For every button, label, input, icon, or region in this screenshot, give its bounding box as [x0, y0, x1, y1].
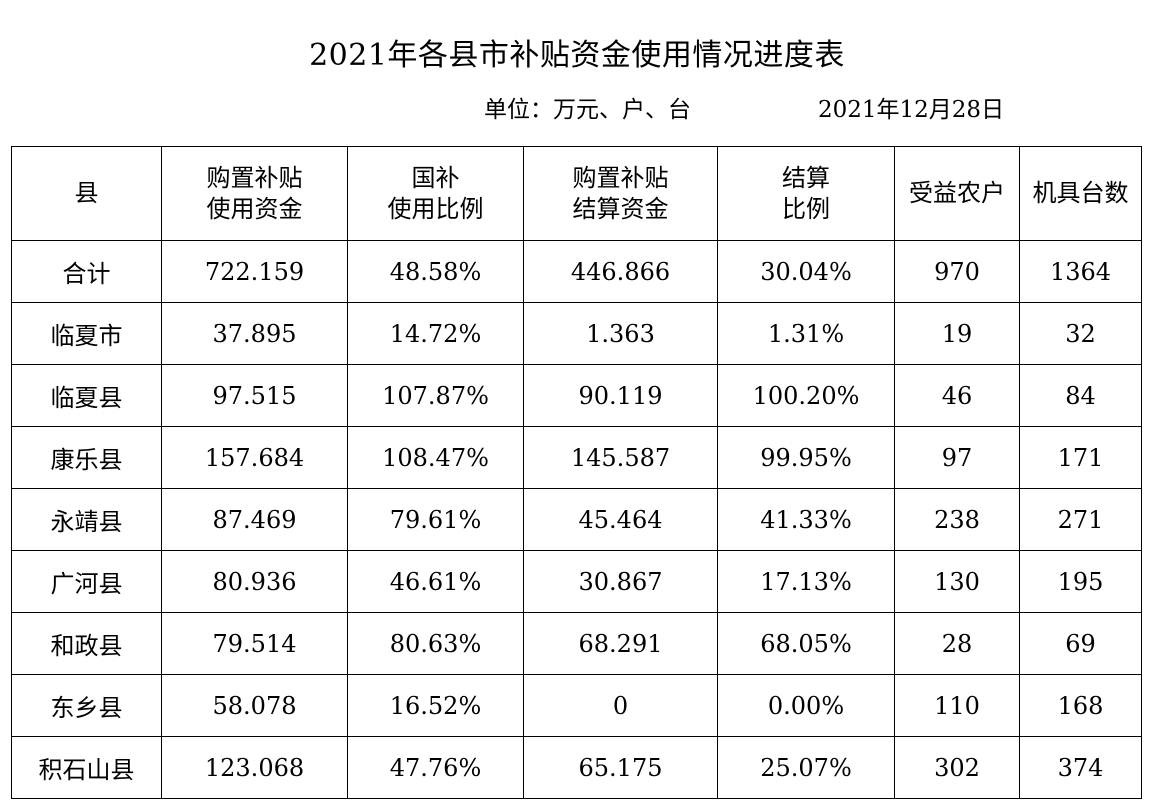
cell-settlement-ratio: 0.00% [717, 674, 895, 737]
cell-national-ratio: 108.47% [347, 426, 524, 489]
cell-subsidy-used: 157.684 [161, 426, 348, 489]
header-machine-count: 机具台数 [1019, 146, 1142, 241]
cell-households: 28 [894, 612, 1020, 675]
table-row: 康乐县 157.684 108.47% 145.587 99.95% 97 171 [11, 426, 1142, 489]
cell-county: 临夏县 [11, 364, 162, 427]
table-row: 和政县 79.514 80.63% 68.291 68.05% 28 69 [11, 612, 1142, 675]
header-purchase-subsidy-settled: 购置补贴 结算资金 [523, 146, 718, 241]
report-date: 2021年12月28日 [818, 97, 1005, 123]
table-row: 积石山县 123.068 47.76% 65.175 25.07% 302 374 [11, 736, 1142, 799]
cell-households: 130 [894, 550, 1020, 613]
cell-national-ratio: 16.52% [347, 674, 524, 737]
cell-machines: 374 [1019, 736, 1142, 799]
subsidy-progress-table: 县 购置补贴 使用资金 国补 使用比例 购置补贴 结算资金 结算 比例 受益农户 [11, 146, 1142, 799]
cell-settlement-ratio: 17.13% [717, 550, 895, 613]
header-county: 县 [11, 146, 162, 241]
cell-settlement-ratio: 41.33% [717, 488, 895, 551]
cell-national-ratio: 80.63% [347, 612, 524, 675]
table-row: 临夏市 37.895 14.72% 1.363 1.31% 19 32 [11, 302, 1142, 365]
cell-machines: 271 [1019, 488, 1142, 551]
cell-settlement-ratio: 68.05% [717, 612, 895, 675]
table-row: 临夏县 97.515 107.87% 90.119 100.20% 46 84 [11, 364, 1142, 427]
cell-machines: 171 [1019, 426, 1142, 489]
cell-households: 19 [894, 302, 1020, 365]
cell-county: 永靖县 [11, 488, 162, 551]
cell-subsidy-settled: 45.464 [523, 488, 718, 551]
cell-county: 广河县 [11, 550, 162, 613]
cell-subsidy-used: 58.078 [161, 674, 348, 737]
header-national-subsidy-ratio: 国补 使用比例 [347, 146, 524, 241]
cell-national-ratio: 79.61% [347, 488, 524, 551]
cell-subsidy-used: 722.159 [161, 240, 348, 303]
cell-subsidy-settled: 90.119 [523, 364, 718, 427]
page-title: 2021年各县市补贴资金使用情况进度表 [309, 38, 845, 73]
cell-subsidy-used: 80.936 [161, 550, 348, 613]
cell-machines: 32 [1019, 302, 1142, 365]
cell-national-ratio: 46.61% [347, 550, 524, 613]
cell-subsidy-used: 79.514 [161, 612, 348, 675]
cell-machines: 168 [1019, 674, 1142, 737]
cell-county: 东乡县 [11, 674, 162, 737]
cell-settlement-ratio: 1.31% [717, 302, 895, 365]
cell-subsidy-settled: 0 [523, 674, 718, 737]
cell-settlement-ratio: 30.04% [717, 240, 895, 303]
cell-national-ratio: 48.58% [347, 240, 524, 303]
cell-subsidy-used: 87.469 [161, 488, 348, 551]
cell-national-ratio: 47.76% [347, 736, 524, 799]
cell-households: 238 [894, 488, 1020, 551]
cell-subsidy-used: 123.068 [161, 736, 348, 799]
cell-subsidy-settled: 145.587 [523, 426, 718, 489]
cell-settlement-ratio: 100.20% [717, 364, 895, 427]
cell-households: 302 [894, 736, 1020, 799]
cell-machines: 69 [1019, 612, 1142, 675]
cell-subsidy-settled: 446.866 [523, 240, 718, 303]
table-row: 广河县 80.936 46.61% 30.867 17.13% 130 195 [11, 550, 1142, 613]
header-settlement-ratio: 结算 比例 [717, 146, 895, 241]
cell-subsidy-settled: 65.175 [523, 736, 718, 799]
cell-county: 和政县 [11, 612, 162, 675]
cell-subsidy-settled: 68.291 [523, 612, 718, 675]
table-row: 永靖县 87.469 79.61% 45.464 41.33% 238 271 [11, 488, 1142, 551]
cell-machines: 84 [1019, 364, 1142, 427]
cell-households: 110 [894, 674, 1020, 737]
cell-national-ratio: 14.72% [347, 302, 524, 365]
cell-subsidy-used: 37.895 [161, 302, 348, 365]
cell-national-ratio: 107.87% [347, 364, 524, 427]
table-row-total: 合计 722.159 48.58% 446.866 30.04% 970 1364 [11, 240, 1142, 303]
unit-label: 单位：万元、户、台 [484, 97, 691, 123]
cell-machines: 195 [1019, 550, 1142, 613]
cell-subsidy-used: 97.515 [161, 364, 348, 427]
cell-machines: 1364 [1019, 240, 1142, 303]
header-purchase-subsidy-used: 购置补贴 使用资金 [161, 146, 348, 241]
cell-subsidy-settled: 1.363 [523, 302, 718, 365]
table-row: 东乡县 58.078 16.52% 0 0.00% 110 168 [11, 674, 1142, 737]
cell-households: 970 [894, 240, 1020, 303]
cell-county: 康乐县 [11, 426, 162, 489]
cell-households: 46 [894, 364, 1020, 427]
cell-county: 合计 [11, 240, 162, 303]
table-header-row: 县 购置补贴 使用资金 国补 使用比例 购置补贴 结算资金 结算 比例 受益农户 [11, 146, 1142, 241]
cell-subsidy-settled: 30.867 [523, 550, 718, 613]
header-beneficiary-households: 受益农户 [894, 146, 1020, 241]
cell-county: 临夏市 [11, 302, 162, 365]
cell-households: 97 [894, 426, 1020, 489]
cell-county: 积石山县 [11, 736, 162, 799]
cell-settlement-ratio: 99.95% [717, 426, 895, 489]
cell-settlement-ratio: 25.07% [717, 736, 895, 799]
